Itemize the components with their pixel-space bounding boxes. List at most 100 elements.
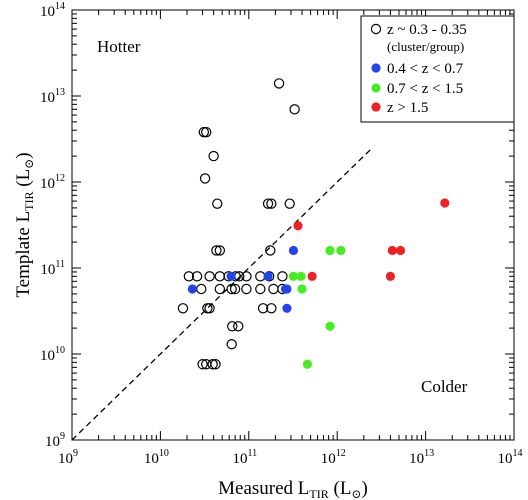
x-tick-base: 10 [498,451,513,467]
x-tick-label: 1014 [498,448,523,467]
data-point-series-0 [255,283,266,295]
data-point-series-0 [201,126,212,138]
data-point-series-0 [289,104,300,115]
data-point-series-0 [227,321,238,332]
data-point-series-0 [241,283,252,295]
data-point-series-3 [440,198,450,208]
data-point-series-0 [204,271,215,282]
x-tick-exponent: 10 [159,448,169,459]
y-tick-label: 109 [45,431,65,450]
data-point-series-2 [296,271,306,281]
x-tick-label: 1013 [409,448,434,467]
plot-frame [71,9,515,441]
data-point-series-0 [208,150,219,162]
x-tick-label: 109 [58,448,78,467]
data-point-series-0 [233,321,244,332]
reference-line [71,147,373,441]
legend: z ~ 0.3 - 0.35(cluster/group) 0.4 < z < 0… [360,15,515,123]
data-point-series-3 [293,221,303,231]
data-point-series-0 [214,271,226,282]
x-axis-title-close: ) [362,478,368,499]
data-point-series-3 [387,245,397,256]
data-point-series-0 [177,303,189,314]
y-axis-title-unit: (L [13,169,34,192]
annotation-hotter: Hotter [97,37,141,56]
data-point-series-0 [268,283,279,295]
data-point-series-1 [226,271,236,281]
x-axis-title-main: Measured L [218,478,309,499]
legend-marker-1 [371,63,381,73]
data-point-series-0 [284,198,295,209]
data-point-series-1 [288,245,299,256]
axis-ticks: 109 1010 1011 1012 1013 101410910101011101210… [40,1,523,467]
y-tick-label: 1012 [40,173,65,192]
y-tick-exponent: 9 [60,431,65,442]
y-axis-title-sun: ⊙ [22,159,36,169]
data-point-series-0 [265,245,276,256]
y-axis-title-close: ) [13,152,34,158]
data-point-series-1 [282,284,292,294]
x-tick-exponent: 12 [336,448,346,459]
y-tick-label: 1011 [40,259,65,278]
data-point-series-0 [257,303,269,314]
x-axis-title: Measured LTIR (L⊙) [218,478,368,500]
data-point-series-1 [187,284,197,294]
x-axis-title-sub: TIR [309,487,328,500]
x-tick-base: 10 [144,451,159,467]
legend-marker-0 [370,23,382,35]
y-tick-base: 10 [40,90,55,106]
annotation-colder: Colder [421,377,468,396]
legend-marker-2 [371,83,381,93]
data-point-series-0 [266,303,277,314]
data-point-series-0 [214,283,226,295]
x-tick-base: 10 [232,451,247,467]
y-tick-exponent: 11 [55,259,65,270]
legend-label-2: 0.7 < z < 1.5 [387,81,463,97]
data-point-series-2 [325,245,335,256]
y-axis-title-sub: TIR [22,191,36,210]
y-tick-base: 10 [40,348,55,364]
y-tick-base: 10 [45,434,60,450]
x-tick-base: 10 [321,451,336,467]
data-point-series-1 [282,303,292,313]
x-axis-title-sun: ⊙ [351,487,361,500]
data-point-series-0 [210,359,221,370]
data-point-series-0 [204,303,215,314]
data-point-series-0 [196,283,207,295]
legend-marker-3 [371,102,381,112]
data-point-series-0 [183,271,195,282]
data-point-series-0 [202,303,213,314]
y-axis-title-main: Template L [13,211,34,298]
data-point-series-3 [395,245,406,256]
data-point-series-0 [211,245,222,256]
y-tick-exponent: 10 [55,345,65,356]
data-point-series-0 [266,198,277,209]
data-point-series-0 [199,173,211,184]
data-points [177,78,450,370]
x-tick-exponent: 9 [73,448,78,459]
x-tick-exponent: 11 [247,448,257,459]
legend-box [360,15,515,123]
data-point-series-0 [197,359,208,370]
legend-note-0: (cluster/group) [387,39,464,54]
x-tick-exponent: 13 [424,448,434,459]
data-point-series-2 [302,359,312,369]
x-tick-exponent: 14 [513,448,523,459]
y-tick-base: 10 [40,262,55,278]
data-point-series-0 [277,271,288,282]
data-point-series-2 [325,321,335,331]
y-tick-label: 1014 [40,1,65,20]
x-tick-label: 1012 [321,448,346,467]
data-point-series-0 [273,78,285,89]
y-axis-title: Template LTIR (L⊙) [13,152,36,297]
data-point-series-3 [307,271,317,281]
y-tick-exponent: 12 [55,173,65,184]
data-point-series-3 [385,271,396,281]
y-tick-exponent: 13 [55,87,65,98]
x-tick-label: 1010 [144,448,169,467]
data-point-series-1 [263,271,273,281]
data-point-series-0 [226,339,237,350]
data-point-series-0 [214,245,226,256]
data-point-series-2 [297,284,307,294]
